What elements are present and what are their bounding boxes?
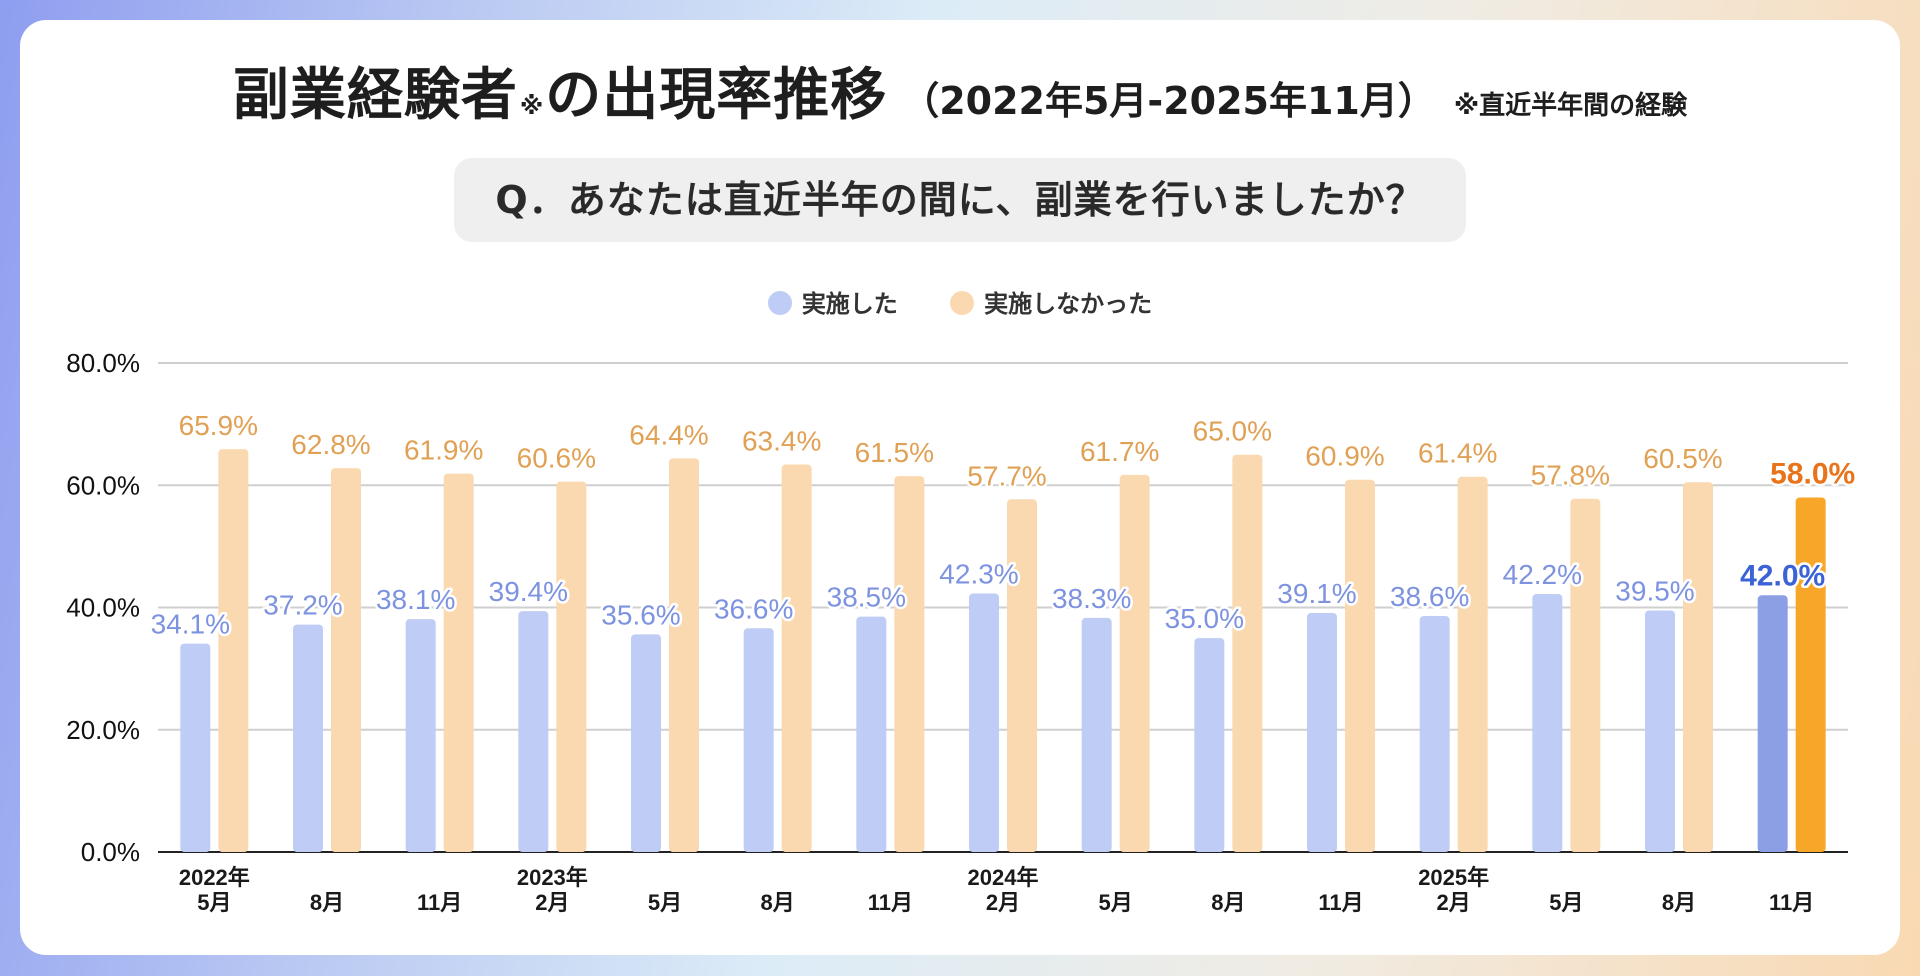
- data-label-did: 42.3%: [939, 558, 1018, 589]
- title-period: （2022年5月-2025年11月）: [901, 79, 1436, 123]
- x-tick-month: 2月: [535, 890, 569, 915]
- bar-didnot: [1119, 474, 1150, 852]
- data-label-did: 35.6%: [601, 599, 680, 630]
- x-tick-year: 2024年: [968, 865, 1039, 890]
- x-tick-month: 5月: [1099, 890, 1133, 915]
- y-tick-label: 80.0%: [66, 348, 140, 378]
- chart-title: 副業経験者※の出現率推移 （2022年5月-2025年11月） ※直近半年間の経験: [0, 50, 1920, 131]
- data-label-did: 42.0%: [1740, 559, 1825, 592]
- x-tick-month: 11月: [417, 890, 462, 915]
- data-label-did: 39.4%: [489, 576, 568, 607]
- data-label-didnot: 60.6%: [517, 443, 596, 474]
- data-label-did: 37.2%: [263, 590, 342, 621]
- bar-didnot: [1457, 476, 1488, 852]
- legend-item-did: 実施した: [767, 284, 898, 319]
- bar-didnot: [443, 473, 474, 852]
- bar-did: [1645, 610, 1675, 852]
- data-label-didnot: 61.5%: [855, 437, 934, 468]
- bar-did: [743, 628, 774, 852]
- x-tick-month: 8月: [310, 890, 344, 915]
- survey-question: Q．あなたは直近半年の間に、副業を行いましたか？: [454, 158, 1466, 242]
- bar-did: [969, 593, 999, 852]
- x-tick-month: 8月: [761, 890, 795, 915]
- bar-didnot: [1570, 498, 1601, 852]
- data-label-didnot: 60.5%: [1643, 443, 1722, 474]
- data-label-didnot: 61.7%: [1080, 436, 1159, 467]
- x-tick-month: 2月: [986, 890, 1020, 915]
- legend-label-didnot: 実施しなかった: [984, 290, 1153, 318]
- legend-label-did: 実施した: [801, 290, 898, 318]
- bar-didnot: [331, 468, 361, 852]
- x-tick-month: 11月: [868, 890, 913, 915]
- x-tick-month: 5月: [1549, 890, 1583, 915]
- data-label-didnot: 60.9%: [1305, 441, 1384, 472]
- x-tick-month: 8月: [1211, 890, 1245, 915]
- bar-did: [631, 634, 661, 852]
- data-label-did: 38.6%: [1390, 581, 1469, 612]
- bar-didnot: [1345, 479, 1375, 852]
- title-main-2: の出現率推移: [545, 63, 888, 128]
- data-label-did: 39.1%: [1277, 578, 1356, 609]
- data-label-did: 35.0%: [1165, 603, 1244, 634]
- legend-swatch-did: [767, 291, 792, 315]
- bar-did: [180, 643, 211, 852]
- y-tick-label: 60.0%: [66, 470, 140, 500]
- bar-didnot: [781, 464, 812, 852]
- x-tick-month: 5月: [648, 890, 682, 915]
- bar-did: [1081, 617, 1112, 852]
- bar-didnot: [669, 458, 699, 852]
- data-label-didnot: 61.9%: [404, 435, 483, 466]
- bar-didnot: [218, 449, 249, 852]
- bar-did: [1194, 638, 1225, 852]
- y-tick-label: 40.0%: [66, 593, 140, 623]
- bar-did: [518, 611, 549, 852]
- bar-did: [1419, 616, 1450, 852]
- data-label-didnot: 57.8%: [1531, 460, 1610, 491]
- bar-did: [856, 616, 887, 852]
- x-tick-month: 2月: [1437, 890, 1471, 915]
- data-label-did: 42.2%: [1503, 559, 1582, 590]
- bar-did: [293, 624, 323, 852]
- bar-didnot: [1007, 499, 1037, 852]
- bar-didnot: [1683, 482, 1713, 852]
- bar-did: [1757, 595, 1788, 852]
- x-tick-month: 11月: [1769, 890, 1814, 915]
- data-label-did: 38.3%: [1052, 583, 1131, 614]
- title-note: ※直近半年間の経験: [1453, 91, 1688, 121]
- data-label-did: 38.5%: [827, 582, 906, 613]
- y-tick-label: 20.0%: [66, 715, 140, 745]
- bar-did: [1532, 594, 1563, 852]
- legend-item-didnot: 実施しなかった: [950, 284, 1152, 319]
- x-tick-year: 2023年: [517, 865, 588, 890]
- x-tick-month: 8月: [1662, 890, 1696, 915]
- bar-didnot: [1232, 454, 1263, 852]
- bar-didnot: [1795, 497, 1826, 852]
- data-label-didnot: 63.4%: [742, 425, 821, 456]
- data-label-didnot: 62.8%: [291, 429, 370, 460]
- title-main: 副業経験者: [232, 63, 518, 128]
- bar-did: [405, 619, 436, 852]
- x-tick-year: 2022年: [179, 865, 250, 890]
- data-label-didnot: 61.4%: [1418, 438, 1497, 469]
- bar-didnot: [894, 476, 925, 852]
- title-footnote-mark: ※: [519, 92, 544, 120]
- legend: 実施した 実施しなかった: [0, 284, 1920, 319]
- x-tick-month: 11月: [1318, 890, 1363, 915]
- data-label-didnot: 65.0%: [1193, 416, 1272, 447]
- data-label-did: 34.1%: [151, 609, 230, 640]
- data-label-did: 39.5%: [1615, 576, 1694, 607]
- x-tick-month: 5月: [197, 890, 231, 915]
- bar-didnot: [556, 481, 587, 852]
- data-label-did: 36.6%: [714, 593, 793, 624]
- data-label-didnot: 58.0%: [1770, 457, 1855, 490]
- bar-did: [1307, 613, 1337, 852]
- x-tick-year: 2025年: [1418, 865, 1489, 890]
- data-label-didnot: 64.4%: [629, 419, 708, 450]
- y-tick-label: 0.0%: [81, 837, 140, 867]
- data-label-didnot: 57.7%: [967, 460, 1046, 491]
- legend-swatch-didnot: [950, 291, 975, 315]
- data-label-did: 38.1%: [376, 584, 455, 615]
- data-label-didnot: 65.9%: [179, 410, 258, 441]
